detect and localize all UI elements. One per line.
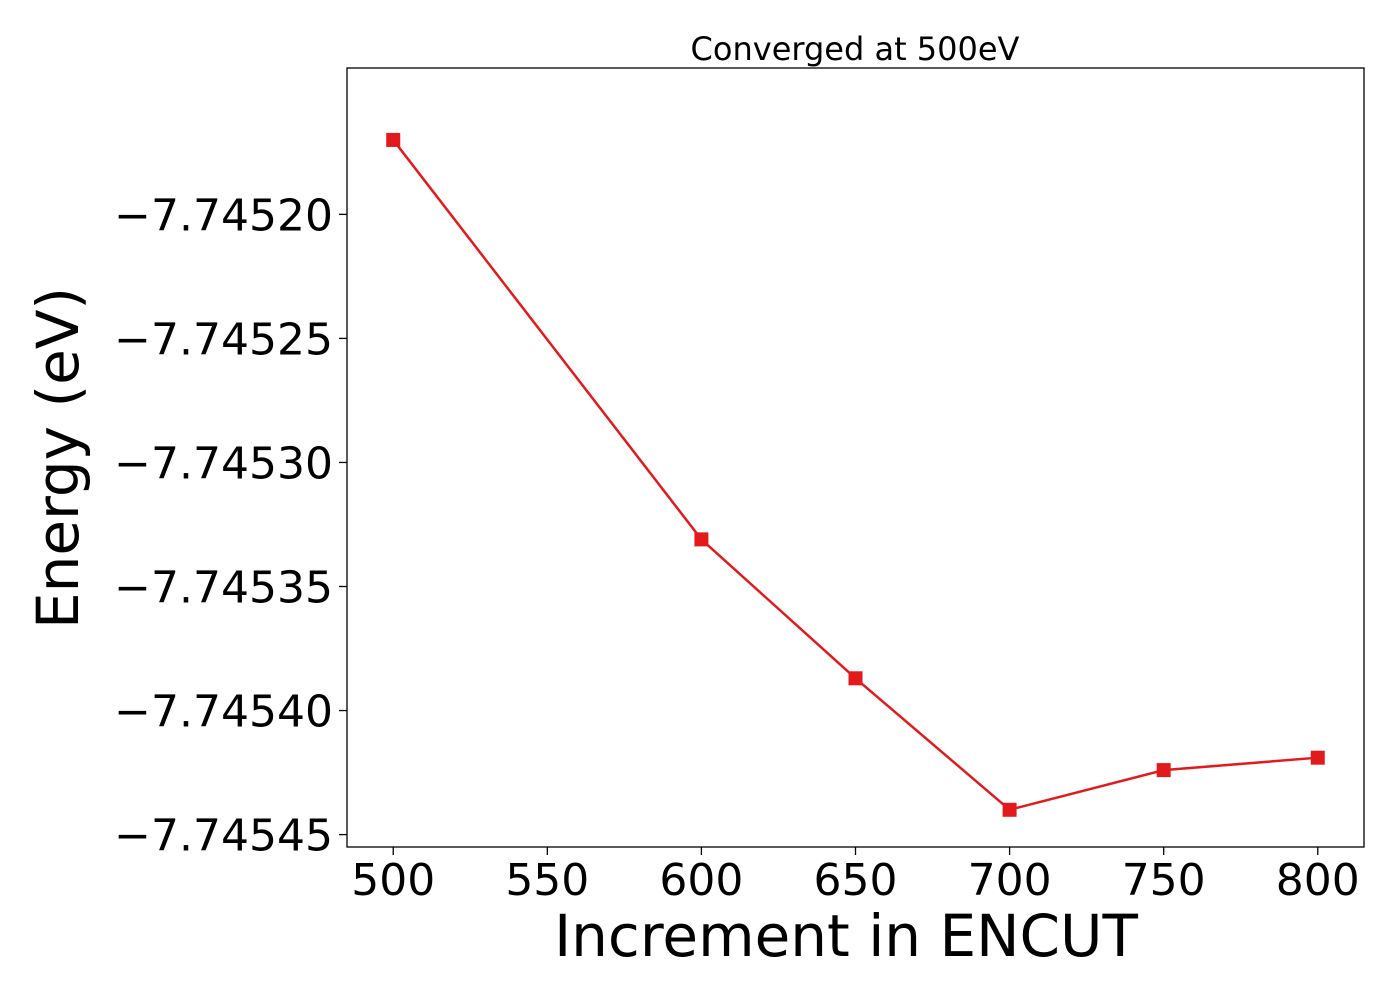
y-tick-label: −7.74545 bbox=[114, 811, 333, 862]
x-tick-label: 500 bbox=[351, 855, 435, 906]
x-tick-label: 750 bbox=[1122, 855, 1206, 906]
chart-title: Converged at 500eV bbox=[691, 30, 1020, 68]
x-axis-label: Increment in ENCUT bbox=[554, 902, 1138, 970]
x-tick-label: 800 bbox=[1276, 855, 1360, 906]
x-tick-label: 550 bbox=[505, 855, 589, 906]
x-tick-label: 650 bbox=[814, 855, 898, 906]
x-tick-label: 600 bbox=[659, 855, 743, 906]
y-tick-label: −7.74540 bbox=[114, 687, 333, 738]
y-axis-label: Energy (eV) bbox=[24, 287, 92, 629]
y-tick-label: −7.74530 bbox=[114, 438, 333, 489]
data-point-marker bbox=[1310, 750, 1325, 765]
plot-area: 500 550 600 650 700 750 800 −7.74520 −7.74525 −7.… bbox=[114, 67, 1365, 906]
series-line bbox=[392, 139, 1318, 812]
axes-frame bbox=[346, 67, 1365, 848]
data-point-marker bbox=[848, 671, 863, 686]
y-tick-label: −7.74535 bbox=[114, 563, 333, 614]
data-point-marker bbox=[1002, 802, 1017, 817]
y-tick-label: −7.74525 bbox=[114, 314, 333, 365]
data-point-marker bbox=[386, 132, 401, 147]
data-point-marker bbox=[1156, 763, 1171, 778]
data-point-marker bbox=[694, 532, 709, 547]
x-tick-label: 700 bbox=[968, 855, 1052, 906]
y-tick-label: −7.74520 bbox=[114, 190, 333, 241]
